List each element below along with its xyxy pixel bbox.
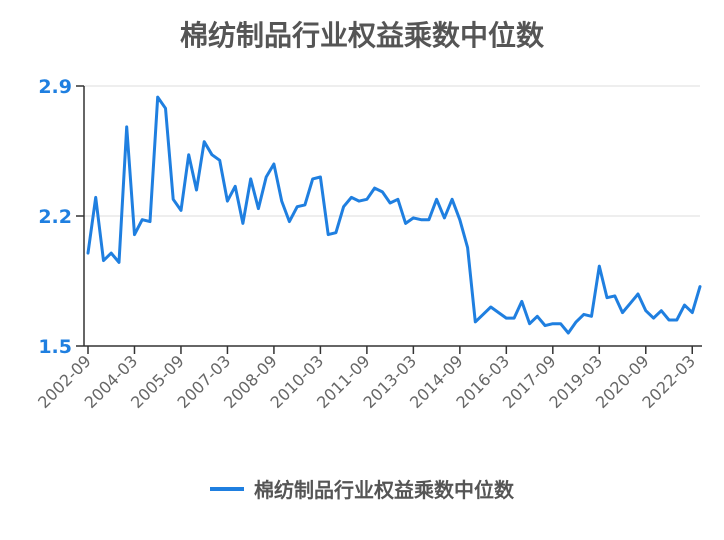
legend-label: 棉纺制品行业权益乘数中位数 bbox=[254, 478, 514, 502]
legend: 棉纺制品行业权益乘数中位数 bbox=[0, 474, 724, 503]
gridlines bbox=[84, 85, 700, 347]
axes bbox=[76, 85, 702, 354]
y-tick-label: 2.2 bbox=[38, 206, 72, 228]
series-line bbox=[86, 95, 702, 335]
chart-title: 棉纺制品行业权益乘数中位数 bbox=[179, 19, 544, 52]
legend-swatch bbox=[210, 486, 244, 491]
y-tick-label: 2.9 bbox=[38, 76, 72, 98]
x-tick-labels: 2002-092004-032005-092007-032008-092010-… bbox=[34, 351, 699, 412]
y-tick-label: 1.5 bbox=[38, 336, 72, 358]
y-tick-labels: 1.5 2.2 2.9 bbox=[38, 76, 72, 358]
series-layer bbox=[86, 95, 702, 335]
